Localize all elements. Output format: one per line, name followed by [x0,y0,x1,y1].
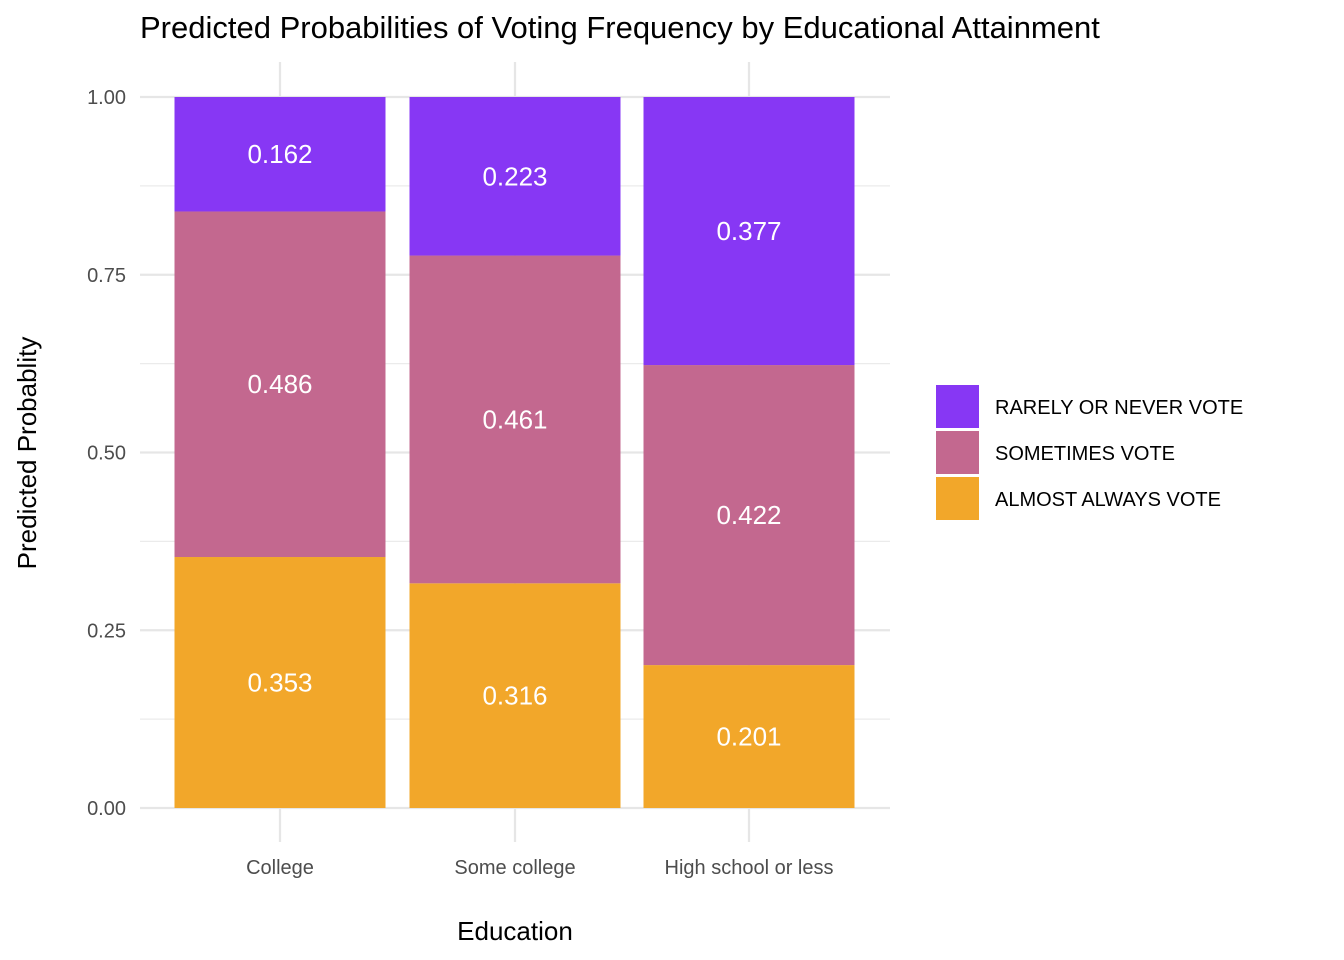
bar-college-almost-always-vote [174,557,386,808]
data-label: 0.353 [247,668,312,698]
bar-group [174,97,855,808]
data-label: 0.377 [716,216,781,246]
data-label: 0.486 [247,369,312,399]
data-label: 0.461 [482,404,547,434]
bar-high-school-or-less-sometimes-vote [643,365,855,666]
legend-swatch-sometimes-vote [936,431,979,474]
bar-some-college-rarely-or-never-vote [409,97,621,256]
bar-high-school-or-less-rarely-or-never-vote [643,97,855,366]
x-tick-label: College [246,857,314,879]
legend-label-almost-always-vote: ALMOST ALWAYS VOTE [995,489,1221,511]
x-tick-label: Some college [454,857,575,879]
y-tick-label: 1.00 [87,87,126,109]
bar-college-sometimes-vote [174,211,386,558]
data-label: 0.162 [247,139,312,169]
bar-college-rarely-or-never-vote [174,97,386,212]
legend: RARELY OR NEVER VOTE SOMETIMES VOTE ALMOST… [936,385,1243,520]
data-label: 0.422 [716,500,781,530]
data-label: 0.201 [716,722,781,752]
data-label: 0.316 [482,681,547,711]
chart-title: Predicted Probabilities of Voting Freque… [140,10,1100,45]
data-label: 0.223 [482,161,547,191]
data-label-group: 0.353 0.486 0.162 0.316 0.461 0.223 0.201 0.422… [247,139,781,751]
y-tick-label: 0.25 [87,620,126,642]
y-tick-label: 0.50 [87,443,126,465]
bar-some-college-sometimes-vote [409,255,621,584]
y-tick-label: 0.00 [87,798,126,820]
x-axis-ticks: College Some college High school or less [246,857,833,879]
legend-label-rarely-or-never-vote: RARELY OR NEVER VOTE [995,397,1243,419]
legend-swatch-almost-always-vote [936,477,979,520]
x-axis-title: Education [457,916,573,946]
legend-label-sometimes-vote: SOMETIMES VOTE [995,443,1175,465]
y-tick-label: 0.75 [87,265,126,287]
bar-high-school-or-less-almost-always-vote [643,665,855,808]
y-axis-title: Predicted Probablity [12,337,42,570]
bar-some-college-almost-always-vote [409,583,621,808]
legend-swatch-rarely-or-never-vote [936,385,979,428]
x-tick-label: High school or less [665,857,834,879]
y-axis-ticks: 0.00 0.25 0.50 0.75 1.00 [87,87,126,820]
